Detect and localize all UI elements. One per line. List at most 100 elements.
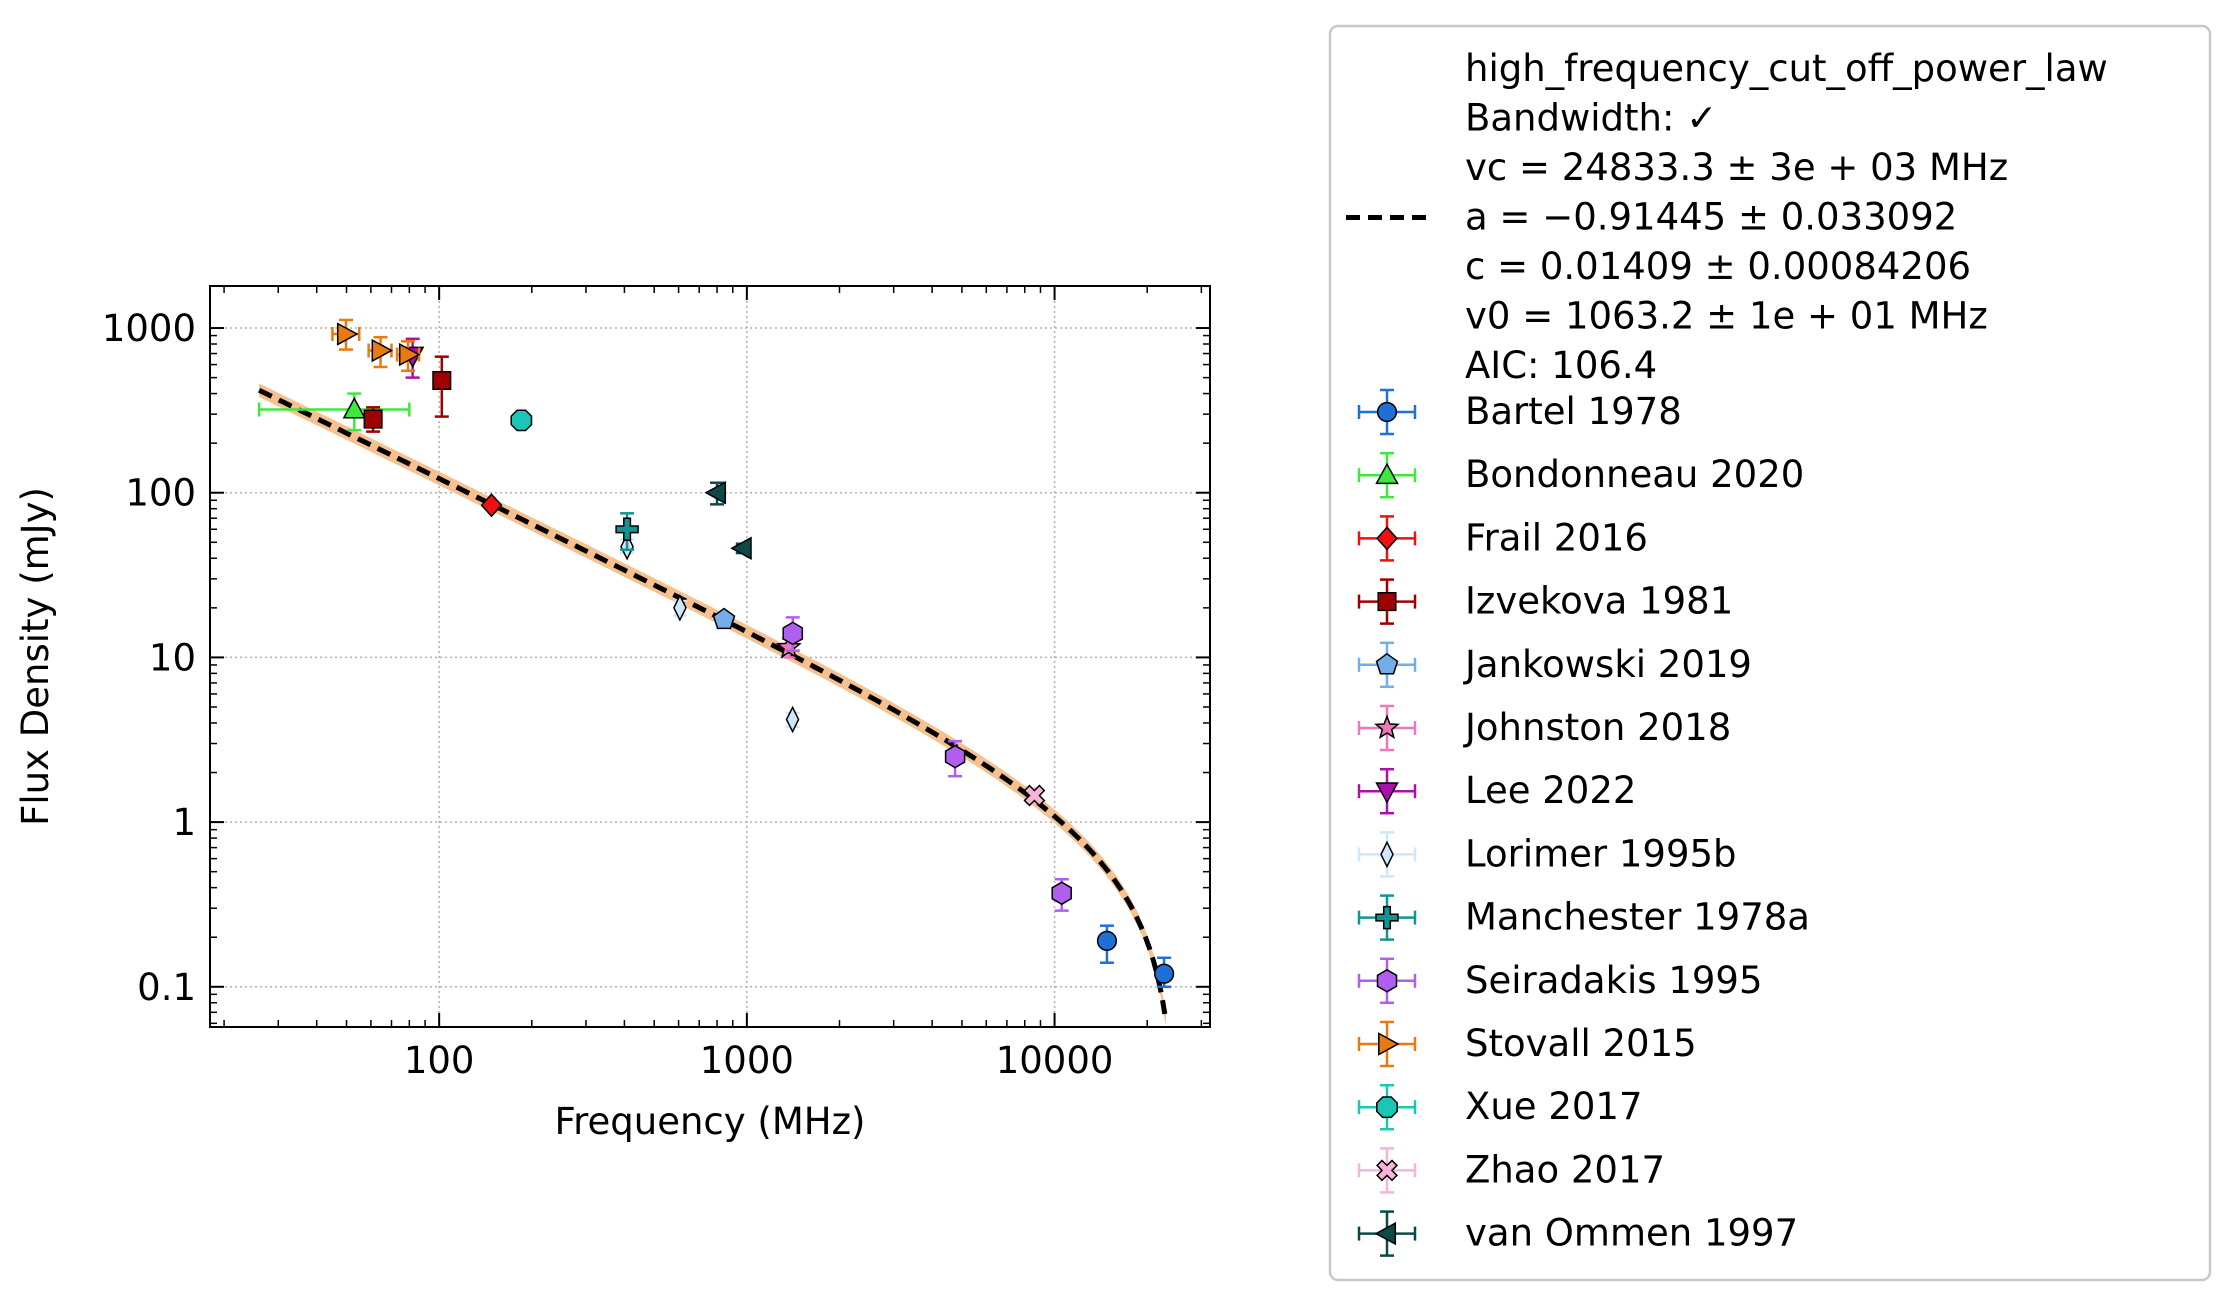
legend-entry: Manchester 1978a [1357, 894, 1810, 941]
legend-fit-line-text: a = −0.91445 ± 0.033092 [1465, 196, 1957, 239]
marker-hexagon [1051, 881, 1072, 906]
legend-entry: Seiradakis 1995 [1357, 957, 1762, 1005]
axis-ticks: 100 1000 10000 0.1 1 10 100 1000 [102, 286, 1210, 1082]
marker-thin-diamond [1380, 840, 1394, 869]
legend-entry: Lee 2022 [1357, 767, 1636, 815]
legend-entry-label: van Ommen 1997 [1465, 1212, 1798, 1255]
data-point-9-2 [1051, 877, 1072, 912]
marker-diamond [1376, 526, 1398, 551]
x-tick-label: 1000 [700, 1039, 794, 1082]
legend-fit-line-text: high_frequency_cut_off_power_law [1465, 47, 2108, 90]
legend-fit-line-text: c = 0.01409 ± 0.00084206 [1465, 245, 1971, 288]
legend-entry: Johnston 2018 [1357, 704, 1731, 752]
marker-hexagon [782, 621, 804, 646]
marker-thin-diamond [785, 705, 800, 734]
marker-triangle-left [1374, 1221, 1397, 1246]
data-point-3-1 [432, 355, 452, 418]
legend-entry: Jankowski 2019 [1357, 641, 1752, 689]
legend-entry-label: Bondonneau 2020 [1465, 453, 1804, 496]
marker-hexagon [1376, 968, 1398, 993]
legend-entry-label: Izvekova 1981 [1465, 580, 1733, 623]
legend-entry-label: Seiradakis 1995 [1465, 959, 1762, 1002]
y-tick-label: 1000 [102, 307, 196, 350]
legend-entry-label: Lee 2022 [1465, 769, 1636, 812]
data-point-1-0 [257, 392, 411, 432]
legend-entry: Bondonneau 2020 [1357, 451, 1804, 499]
data-point-10-0 [331, 318, 361, 351]
data-point-13-0 [704, 481, 727, 506]
legend-entry-label: Johnston 2018 [1463, 706, 1731, 749]
marker-circle [1154, 963, 1175, 984]
x-tick-label: 10000 [996, 1039, 1114, 1082]
data-point-8-0 [615, 512, 639, 552]
legend-entry-label: Zhao 2017 [1465, 1148, 1665, 1191]
data-point-9-1 [944, 739, 966, 778]
legend-entry: Xue 2017 [1357, 1083, 1642, 1131]
marker-circle [1376, 401, 1398, 423]
legend-fit-line-text: Bandwidth: ✓ [1465, 97, 1717, 140]
legend-entry: Frail 2016 [1357, 515, 1648, 562]
marker-thin-diamond [673, 594, 687, 622]
legend-fit-line-text: v0 = 1063.2 ± 1e + 01 MHz [1465, 295, 1988, 338]
x-axis-label: Frequency (MHz) [555, 1100, 866, 1143]
legend-entry: Zhao 2017 [1357, 1147, 1665, 1194]
marker-x-filled [1023, 784, 1046, 807]
legend-entry-label: Stovall 2015 [1465, 1022, 1697, 1065]
legend-entry: Izvekova 1981 [1357, 578, 1733, 625]
marker-star [1374, 714, 1400, 739]
y-tick-label: 10 [149, 636, 196, 679]
data-point-4-0 [712, 607, 736, 630]
marker-x-filled [1376, 1159, 1398, 1182]
marker-triangle-left [730, 536, 752, 560]
legend-entry-label: Xue 2017 [1465, 1085, 1642, 1128]
data-point-0-0 [1096, 924, 1118, 964]
data-point-9-0 [782, 616, 804, 652]
legend-entry: Bartel 1978 [1357, 388, 1682, 436]
legend-fit-line-text: AIC: 106.4 [1465, 344, 1657, 387]
marker-plus [615, 517, 639, 542]
data-point-11-0 [510, 409, 533, 432]
y-tick-label: 1 [172, 801, 196, 844]
marker-triangle-up [1375, 462, 1399, 485]
marker-pentagon [1375, 652, 1399, 675]
data-point-10-2 [395, 340, 421, 373]
marker-circle [1096, 930, 1118, 951]
marker-square [432, 370, 452, 391]
data-points [257, 318, 1175, 989]
marker-octagon [510, 409, 533, 432]
legend-entry-label: Manchester 1978a [1465, 896, 1810, 939]
marker-triangle-right [336, 322, 359, 346]
legend-entry-label: Lorimer 1995b [1465, 832, 1737, 875]
marker-pentagon [712, 607, 736, 630]
legend-entry-label: Bartel 1978 [1465, 390, 1682, 433]
marker-triangle-right [398, 342, 421, 367]
legend-entry: Lorimer 1995b [1357, 831, 1737, 878]
marker-triangle-up [342, 396, 367, 419]
marker-triangle-right [371, 338, 394, 363]
legend-entry: van Ommen 1997 [1357, 1210, 1798, 1257]
data-point-2-0 [480, 493, 503, 518]
y-tick-label: 100 [125, 472, 196, 515]
data-point-0-1 [1154, 956, 1175, 989]
data-point-7-1 [672, 594, 687, 622]
data-point-7-2 [785, 705, 800, 734]
legend-fit-line-text: vc = 24833.3 ± 3e + 03 MHz [1465, 146, 2008, 189]
legend: high_frequency_cut_off_power_law Bandwidt… [1328, 24, 2212, 1282]
marker-square [1377, 592, 1397, 612]
marker-triangle-down [1375, 782, 1399, 804]
y-tick-label: 0.1 [137, 966, 196, 1009]
marker-square [363, 409, 383, 429]
legend-entry: Stovall 2015 [1357, 1020, 1697, 1068]
x-tick-label: 100 [404, 1039, 475, 1082]
legend-box [1328, 24, 2212, 1282]
y-axis-label: Flux Density (mJy) [14, 487, 57, 826]
data-point-3-0 [363, 406, 383, 433]
data-point-13-1 [730, 536, 752, 560]
marker-octagon [1376, 1096, 1398, 1119]
marker-triangle-left [704, 481, 727, 505]
legend-entry-label: Jankowski 2019 [1463, 643, 1752, 686]
marker-star [775, 633, 802, 659]
data-point-10-1 [367, 335, 394, 369]
